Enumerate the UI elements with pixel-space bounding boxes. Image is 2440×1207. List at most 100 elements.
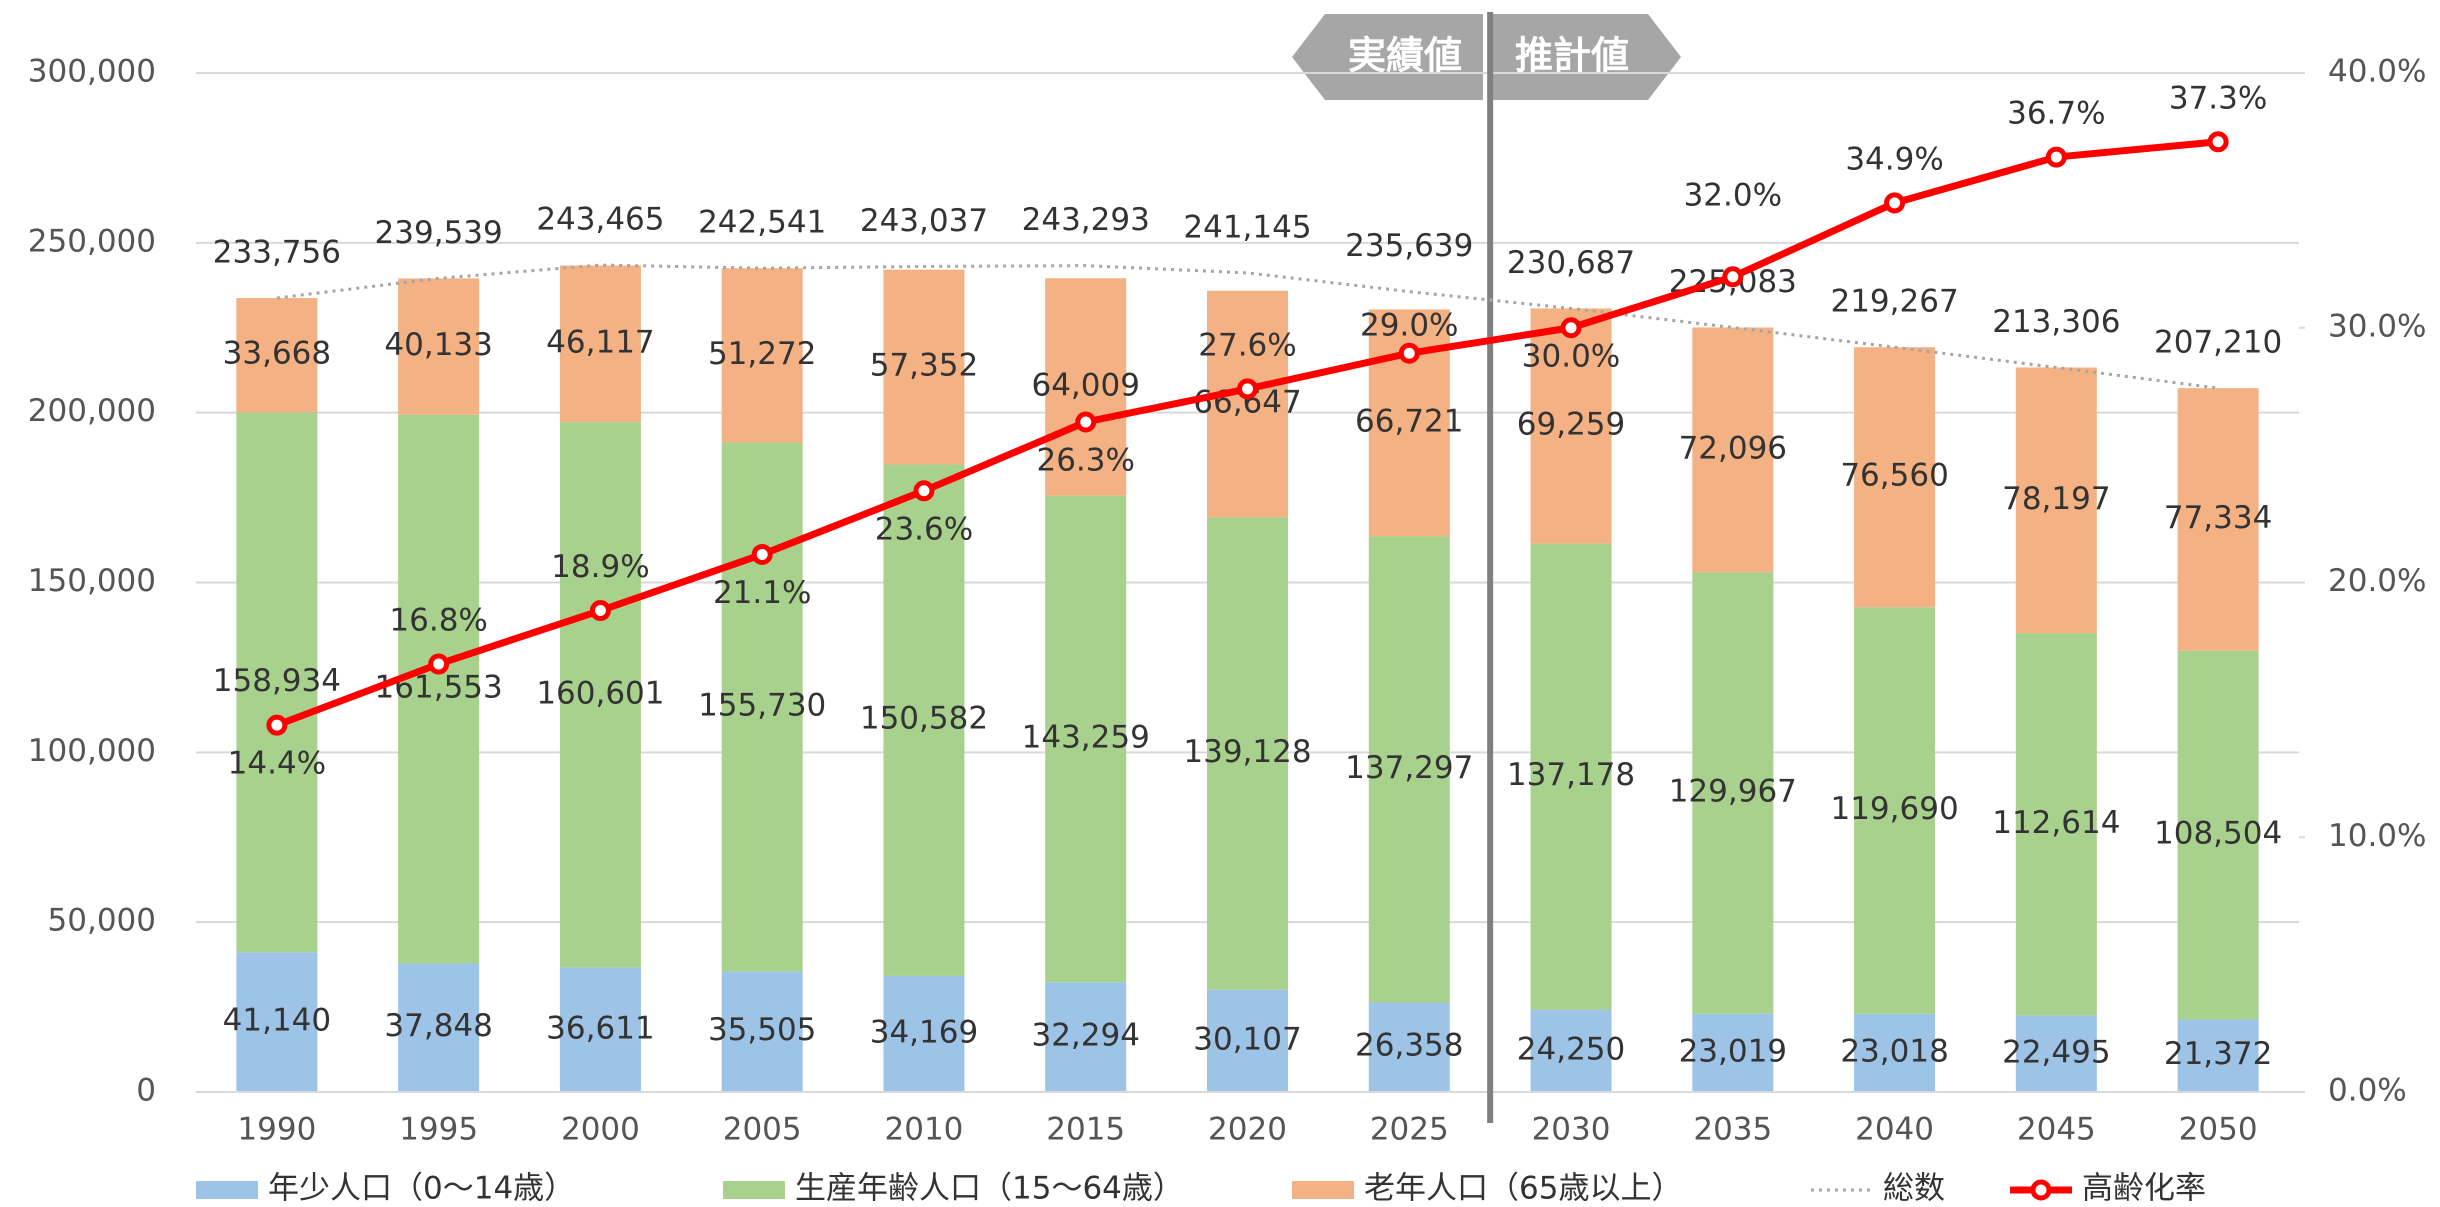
data-label: 57,352 — [870, 348, 978, 384]
data-label: 129,967 — [1669, 774, 1797, 810]
data-label: 14.4% — [228, 746, 326, 782]
marker — [1560, 317, 1582, 339]
data-label: 242,541 — [698, 205, 826, 241]
x-tick-label: 2045 — [2017, 1112, 2096, 1148]
data-label: 241,145 — [1183, 209, 1311, 245]
bar-segment — [1854, 607, 1936, 1014]
legend-label: 老年人口（65歳以上） — [1364, 1171, 1682, 1207]
marker — [2207, 131, 2229, 153]
data-label: 32,294 — [1031, 1018, 1139, 1054]
legend-swatch — [2030, 1179, 2052, 1201]
bar-segment — [883, 269, 965, 465]
data-label: 34,169 — [870, 1014, 978, 1050]
bar-segment — [2015, 633, 2097, 1016]
data-label: 78,197 — [2002, 481, 2110, 517]
y-tick-label: 250,000 — [28, 223, 156, 259]
actual-arrow — [1292, 14, 1483, 100]
data-label: 137,178 — [1507, 757, 1635, 793]
data-label: 219,267 — [1830, 284, 1958, 320]
data-label: 72,096 — [1679, 430, 1787, 466]
data-label: 119,690 — [1830, 791, 1958, 827]
bar-segment — [1854, 1013, 1936, 1092]
legend-swatch — [196, 1181, 258, 1199]
x-tick-label: 2000 — [561, 1112, 640, 1148]
marker — [266, 714, 288, 736]
data-label: 23,018 — [1840, 1033, 1948, 1069]
bar-segment — [2177, 650, 2259, 1020]
marker — [2045, 146, 2067, 168]
y-tick-label: 200,000 — [28, 393, 156, 429]
y-tick-label: 50,000 — [48, 903, 156, 939]
bar-segment — [1530, 543, 1612, 1010]
x-tick-label: 2035 — [1693, 1112, 1772, 1148]
data-label: 233,756 — [213, 235, 341, 271]
bar-segment — [398, 963, 480, 1092]
bar-segment — [883, 464, 965, 976]
data-label: 40,133 — [384, 327, 492, 363]
data-label: 243,293 — [1022, 202, 1150, 238]
data-label: 51,272 — [708, 336, 816, 372]
y2-tick-label: 20.0% — [2328, 563, 2426, 599]
data-label: 76,560 — [1840, 458, 1948, 494]
data-label: 143,259 — [1022, 720, 1150, 756]
bar-segment — [721, 442, 803, 972]
data-label: 35,505 — [708, 1012, 816, 1048]
data-label: 26,358 — [1355, 1028, 1463, 1064]
legend-swatch — [1292, 1181, 1354, 1199]
data-label: 33,668 — [223, 336, 331, 372]
bar-segment — [883, 975, 965, 1092]
data-label: 230,687 — [1507, 245, 1635, 281]
bar-segment — [1692, 572, 1774, 1014]
bar-segment — [1692, 1013, 1774, 1092]
data-label: 46,117 — [546, 324, 654, 360]
data-label: 23,019 — [1679, 1033, 1787, 1069]
data-label: 30.0% — [1522, 338, 1620, 374]
data-label: 139,128 — [1183, 734, 1311, 770]
data-label: 161,553 — [375, 670, 503, 706]
x-tick-label: 2010 — [885, 1112, 964, 1148]
legend-label: 年少人口（0～14歳） — [268, 1171, 575, 1207]
bar-segment — [1854, 347, 1936, 608]
data-label: 16.8% — [389, 603, 487, 639]
bar-segment — [1207, 517, 1288, 990]
legend-label: 高齢化率 — [2082, 1171, 2206, 1207]
data-label: 21.1% — [713, 575, 811, 611]
data-label: 137,297 — [1345, 750, 1473, 786]
x-tick-label: 2020 — [1208, 1112, 1287, 1148]
bar-segment — [1207, 290, 1288, 518]
legend-label: 総数 — [1883, 1171, 1945, 1207]
bar-segment — [721, 971, 803, 1092]
data-label: 108,504 — [2154, 816, 2282, 852]
data-label: 243,465 — [536, 202, 664, 238]
data-label: 235,639 — [1345, 228, 1473, 264]
marker — [751, 543, 773, 565]
x-tick-label: 2050 — [2179, 1112, 2258, 1148]
bar-segment — [1045, 495, 1127, 983]
data-label: 160,601 — [536, 675, 664, 711]
marker — [1237, 378, 1258, 400]
x-tick-label: 1995 — [399, 1112, 478, 1148]
bar-segment — [2015, 367, 2097, 634]
bar-segment — [2177, 388, 2259, 651]
bar-segment — [559, 967, 641, 1092]
bar-segment — [236, 412, 318, 953]
y2-tick-label: 10.0% — [2328, 818, 2426, 854]
data-label: 21,372 — [2164, 1036, 2272, 1072]
bar-segment — [236, 952, 318, 1092]
data-label: 27.6% — [1198, 327, 1296, 363]
data-label: 36,611 — [546, 1010, 654, 1046]
bar-segment — [1530, 1009, 1612, 1092]
legend-swatch — [723, 1181, 785, 1199]
bar-segment — [398, 414, 480, 964]
data-label: 18.9% — [551, 549, 649, 585]
x-tick-label: 1990 — [237, 1112, 316, 1148]
data-label: 150,582 — [860, 701, 988, 737]
annotation: 実績値 — [1348, 34, 1462, 78]
marker — [589, 600, 611, 622]
x-tick-label: 2040 — [1855, 1112, 1934, 1148]
data-label: 243,037 — [860, 203, 988, 239]
bar-segment — [2177, 1019, 2259, 1092]
data-label: 36.7% — [2007, 96, 2105, 132]
data-label: 207,210 — [2154, 325, 2282, 361]
